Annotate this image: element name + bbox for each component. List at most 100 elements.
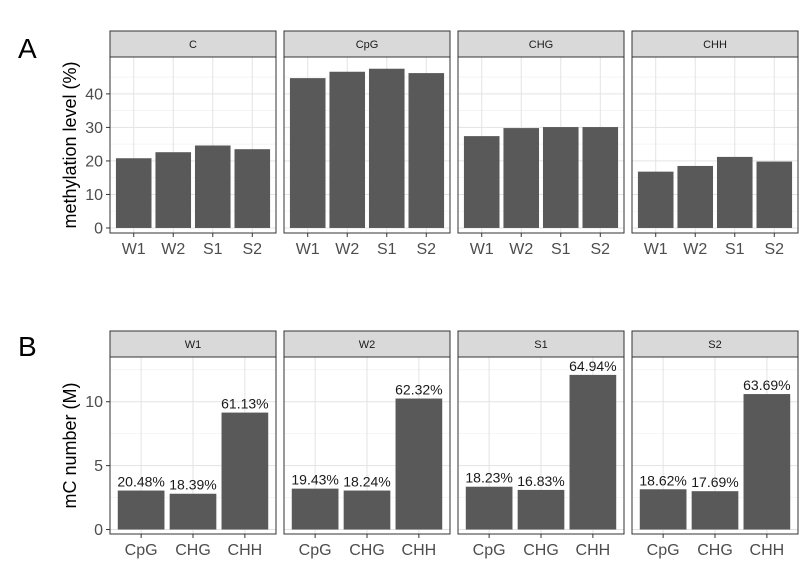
bar-s2-chh (743, 394, 791, 530)
x-tick-label: CHH (228, 542, 263, 559)
bar-c-w1 (115, 158, 152, 228)
facet-strip (283, 30, 451, 58)
facet-strip-label: S2 (708, 339, 721, 351)
bar-chg-w1 (463, 136, 500, 228)
x-tick-label: CHH (402, 542, 437, 559)
x-tick-label: S2 (764, 241, 784, 258)
x-tick-label: CHG (523, 542, 559, 559)
facet-strip (457, 30, 625, 58)
x-tick-label: CHG (349, 542, 385, 559)
facet-strip-label: CHH (703, 39, 727, 51)
bar-w1-chg (169, 493, 217, 530)
y-tick-label: 0 (94, 220, 103, 237)
data-label: 62.32% (395, 382, 442, 398)
x-tick-label: CpG (473, 542, 506, 559)
facet-s1: 18.23% 16.83% 64.94% S1 CpG CHG CHH (457, 330, 625, 559)
bar-w2-chg (343, 490, 391, 530)
facet-strip-label: C (189, 39, 197, 51)
x-tick-label: CHH (576, 542, 611, 559)
x-tick-label: S1 (203, 241, 223, 258)
data-label: 18.39% (169, 477, 216, 493)
y-tick-label: 20 (85, 153, 103, 170)
facet-strip-label: CHG (529, 39, 553, 51)
facet-strip (109, 330, 277, 358)
x-tick-label: S1 (725, 241, 745, 258)
bar-w2-cpg (291, 488, 339, 530)
x-tick-label: S2 (416, 241, 436, 258)
bar-s2-cpg (639, 489, 687, 530)
bar-chg-s2 (582, 127, 619, 228)
data-label: 18.23% (465, 470, 512, 486)
bar-w1-chh (221, 412, 269, 530)
x-tick-label: CHG (175, 542, 211, 559)
y-tick-label: 30 (85, 120, 103, 137)
facet-chg: CHG W1 W2 S1 S2 (457, 30, 625, 258)
bar-c-s1 (194, 145, 231, 228)
bar-s1-chh (569, 374, 617, 530)
facet-chh: CHH W1 W2 S1 S2 (631, 30, 799, 258)
bar-chh-s1 (716, 156, 753, 228)
y-axis-label: methylation level (%) (60, 61, 80, 228)
bar-cpg-s1 (368, 68, 405, 228)
data-label: 64.94% (569, 358, 616, 374)
x-tick-label: W1 (296, 241, 320, 258)
x-tick-label: W1 (122, 241, 146, 258)
y-tick-label: 10 (85, 187, 103, 204)
facet-w1: 20.48% 18.39% 61.13% W1 CpG CHG CHH (109, 330, 277, 559)
data-label: 19.43% (291, 472, 338, 488)
bar-w2-chh (395, 398, 443, 530)
facet-w2: 19.43% 18.24% 62.32% W2 CpG CHG CHH (283, 330, 451, 559)
facet-s2: 18.62% 17.69% 63.69% S2 CpG CHG CHH (631, 330, 799, 559)
bar-cpg-w2 (329, 71, 366, 228)
y-tick-label: 10 (85, 394, 103, 411)
bar-cpg-w1 (289, 78, 326, 228)
x-tick-label: CpG (647, 542, 680, 559)
facet-cpg: CpG W1 W2 S1 S2 (283, 30, 451, 258)
bar-c-s2 (234, 149, 271, 228)
y-tick-label: 0 (94, 522, 103, 539)
bar-cpg-s2 (408, 73, 445, 228)
x-tick-label: W2 (683, 241, 707, 258)
facet-strip (631, 330, 799, 358)
x-tick-label: CpG (299, 542, 332, 559)
x-tick-label: S2 (242, 241, 262, 258)
bar-chg-s1 (542, 127, 579, 228)
x-tick-label: W1 (644, 241, 668, 258)
bar-s1-chg (517, 489, 565, 530)
bar-c-w2 (155, 152, 192, 228)
x-tick-label: S1 (551, 241, 571, 258)
x-tick-label: W2 (161, 241, 185, 258)
data-label: 16.83% (517, 473, 564, 489)
data-label: 61.13% (221, 396, 268, 412)
bar-chh-s2 (756, 161, 793, 228)
bar-chh-w2 (677, 165, 714, 228)
facet-strip-label: W1 (185, 339, 202, 351)
x-tick-label: CpG (125, 542, 158, 559)
bar-s1-cpg (465, 486, 513, 530)
x-tick-label: S1 (377, 241, 397, 258)
panel-letter-b: B (18, 331, 37, 362)
data-label: 20.48% (117, 474, 164, 490)
x-tick-label: W1 (470, 241, 494, 258)
facet-c: C W1 W2 S1 S2 (109, 30, 277, 258)
facet-strip (631, 30, 799, 58)
chart-b: BmC number (M) 0 5 10 20.48% 18.39% 61.13% W1 Cp… (18, 330, 799, 559)
facet-strip-label: CpG (356, 39, 379, 51)
x-tick-label: CHG (697, 542, 733, 559)
facet-strip (109, 30, 277, 58)
data-label: 63.69% (743, 377, 790, 393)
data-label: 17.69% (691, 474, 738, 490)
bar-s2-chg (691, 491, 739, 530)
y-tick-label: 5 (94, 458, 103, 475)
bar-w1-cpg (117, 490, 165, 530)
x-tick-label: W2 (335, 241, 359, 258)
y-tick-label: 40 (85, 86, 103, 103)
x-tick-label: W2 (509, 241, 533, 258)
bar-chg-w2 (503, 128, 540, 228)
facet-strip-label: W2 (359, 339, 376, 351)
bar-chh-w1 (637, 171, 674, 228)
facet-strip (283, 330, 451, 358)
facet-strip-label: S1 (534, 339, 547, 351)
data-label: 18.24% (343, 474, 390, 490)
